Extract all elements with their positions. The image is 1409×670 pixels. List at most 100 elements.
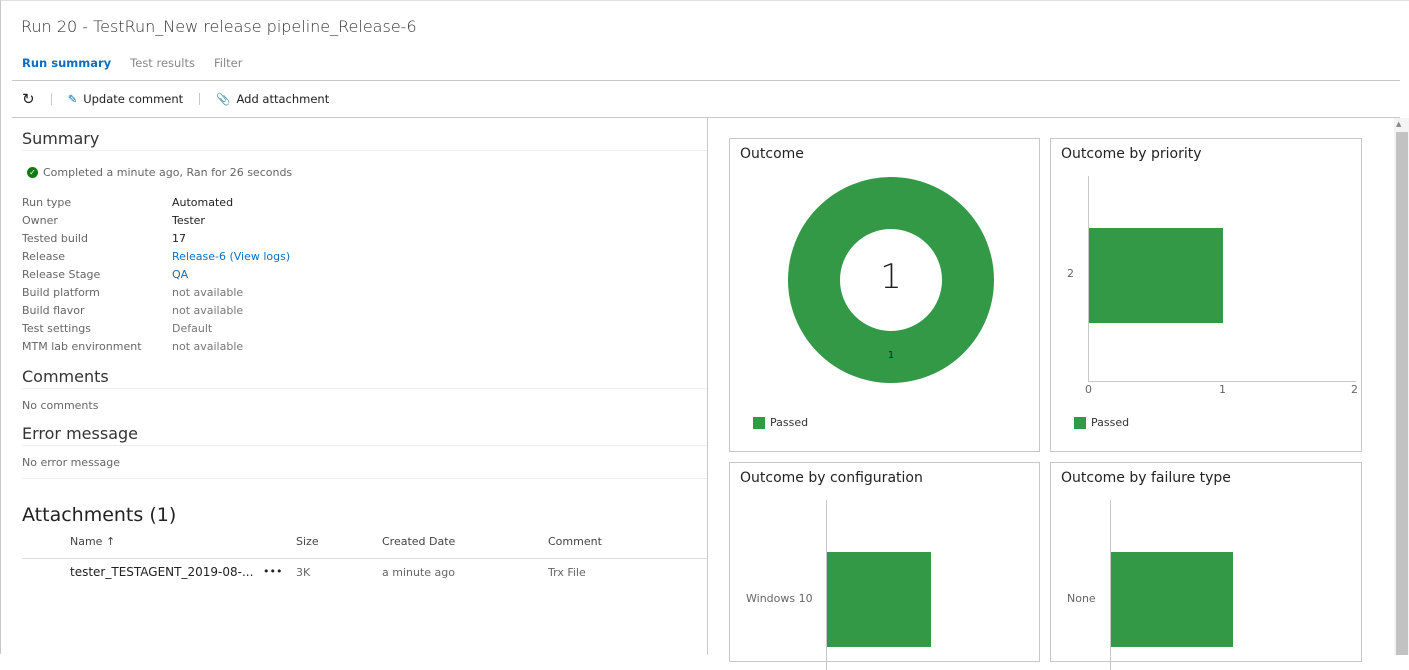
bar-none[interactable]: [1111, 552, 1233, 647]
divider: [22, 558, 707, 559]
chart-title: Outcome by configuration: [740, 470, 923, 486]
divider: [12, 117, 1400, 118]
tab-filter[interactable]: Filter: [214, 56, 243, 70]
add-attachment-label: Add attachment: [236, 92, 330, 106]
attachments-heading: Attachments (1): [22, 504, 177, 526]
legend-swatch: [753, 416, 765, 429]
summary-field: Tested build 17: [22, 232, 186, 245]
update-comment-label: Update comment: [83, 92, 184, 106]
summary-field: Release Release-6 (View logs): [22, 250, 290, 263]
field-label: Tested build: [22, 232, 88, 245]
check-circle-icon: ✓: [27, 167, 38, 178]
field-value: not available: [172, 304, 244, 317]
x-axis: [1088, 381, 1356, 382]
add-attachment-button[interactable]: 📎 Add attachment: [216, 92, 329, 106]
tab-bar: Run summary Test results Filter: [22, 56, 242, 70]
field-value[interactable]: Release-6 (View logs): [172, 250, 291, 263]
col-created-date[interactable]: Created Date: [382, 535, 456, 548]
divider: [12, 80, 1400, 81]
tab-test-results[interactable]: Test results: [130, 56, 195, 70]
summary-field: Owner Tester: [22, 214, 205, 227]
more-options-icon[interactable]: •••: [263, 565, 283, 578]
y-tick-label: None: [1067, 592, 1096, 605]
bar-priority-2-passed[interactable]: [1089, 228, 1223, 323]
field-label: Release: [22, 250, 65, 263]
table-row[interactable]: tester_TESTAGENT_2019-08-... ••• 3K a mi…: [22, 559, 707, 587]
pencil-icon: ✎: [67, 92, 78, 106]
separator: [199, 93, 201, 105]
summary-heading: Summary: [22, 129, 100, 148]
attachment-date: a minute ago: [382, 566, 455, 579]
comments-heading: Comments: [22, 367, 109, 386]
refresh-icon: ↻: [22, 90, 35, 108]
panel-divider: [707, 118, 708, 655]
col-name[interactable]: Name ↑: [70, 535, 116, 548]
field-label: MTM lab environment: [22, 340, 142, 353]
field-label: Build flavor: [22, 304, 85, 317]
status-text: Completed a minute ago, Ran for 26 secon…: [43, 166, 293, 179]
error-heading: Error message: [22, 424, 138, 443]
y-axis: [1110, 500, 1111, 670]
attachment-name[interactable]: tester_TESTAGENT_2019-08-...: [70, 565, 254, 579]
toolbar: ↻ ✎ Update comment 📎 Add attachment: [22, 90, 329, 108]
refresh-button[interactable]: ↻: [22, 90, 35, 108]
x-tick-label: 1: [1219, 383, 1226, 396]
divider: [22, 478, 707, 479]
outcome-chart-card: Outcome 1 1 Passed: [729, 138, 1040, 452]
donut-slice-passed[interactable]: [788, 177, 994, 383]
legend-label: Passed: [770, 416, 809, 429]
bar-windows-10[interactable]: [827, 552, 931, 647]
failure-type-chart-card: Outcome by failure type None: [1050, 462, 1362, 670]
slice-data-label: 1: [887, 350, 895, 361]
summary-field: Run type Automated: [22, 196, 233, 209]
comments-text: No comments: [22, 399, 99, 412]
field-value: 17: [172, 232, 186, 245]
field-label: Owner: [22, 214, 58, 227]
col-comment[interactable]: Comment: [548, 535, 602, 548]
summary-field: Test settings Default: [22, 322, 212, 335]
x-tick-label: 2: [1351, 383, 1358, 396]
col-size[interactable]: Size: [296, 535, 319, 548]
y-tick-label: 2: [1067, 267, 1074, 280]
y-axis: [826, 500, 827, 670]
field-value: Default: [172, 322, 213, 335]
attachment-size: 3K: [296, 566, 311, 579]
tab-run-summary[interactable]: Run summary: [22, 56, 112, 70]
x-tick-label: 0: [1085, 383, 1092, 396]
configuration-chart-card: Outcome by configuration Windows 10: [729, 462, 1040, 670]
summary-field: MTM lab environment not available: [22, 340, 243, 353]
run-status: ✓ Completed a minute ago, Ran for 26 sec…: [27, 166, 292, 179]
scroll-up-icon[interactable]: ▲: [1396, 120, 1402, 128]
page-title: Run 20 - TestRun_New release pipeline_Re…: [21, 17, 417, 36]
separator: [50, 93, 52, 105]
chart-title: Outcome by priority: [1061, 146, 1202, 162]
attachment-comment: Trx File: [548, 566, 586, 579]
chart-title: Outcome by failure type: [1061, 470, 1231, 486]
field-label: Run type: [22, 196, 72, 209]
divider: [22, 150, 707, 151]
y-axis: [1088, 176, 1089, 381]
field-label: Test settings: [22, 322, 92, 335]
scrollbar-thumb[interactable]: [1396, 132, 1408, 655]
field-value: Tester: [172, 214, 205, 227]
update-comment-button[interactable]: ✎ Update comment: [68, 92, 184, 106]
paperclip-icon: 📎: [216, 92, 231, 106]
field-value[interactable]: QA: [172, 268, 189, 281]
legend-item-passed[interactable]: Passed: [1074, 416, 1129, 429]
legend-swatch: [1074, 416, 1086, 429]
field-value: Automated: [172, 196, 234, 209]
summary-field: Build flavor not available: [22, 304, 243, 317]
chart-title: Outcome: [740, 146, 804, 162]
field-label: Release Stage: [22, 268, 101, 281]
priority-chart-card: Outcome by priority 2 0 1 2 Passed: [1050, 138, 1362, 452]
field-label: Build platform: [22, 286, 100, 299]
scrollbar[interactable]: ▲: [1394, 118, 1409, 655]
summary-field: Build platform not available: [22, 286, 243, 299]
divider: [22, 388, 707, 389]
field-value: not available: [172, 340, 244, 353]
divider: [22, 445, 707, 446]
field-value: not available: [172, 286, 244, 299]
legend-item-passed[interactable]: Passed: [753, 416, 808, 429]
error-text: No error message: [22, 456, 121, 469]
legend-label: Passed: [1091, 416, 1130, 429]
